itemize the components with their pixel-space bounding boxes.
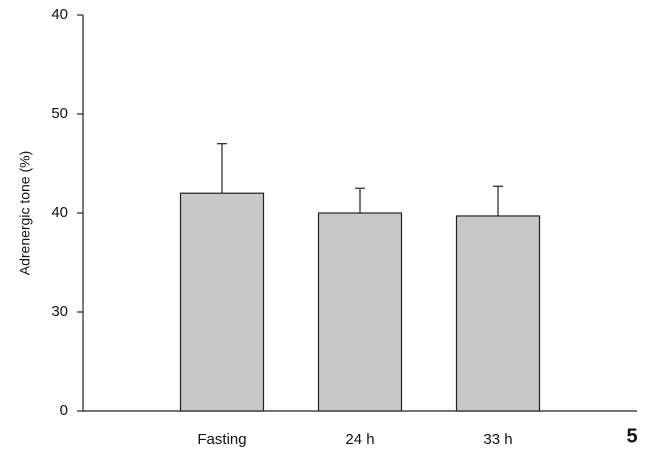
x-tick-label: 24 h (345, 431, 374, 448)
bar (317, 212, 403, 412)
y-tick-label: 40 (51, 204, 68, 221)
y-tick-label: 50 (51, 105, 68, 122)
x-tick-label: 33 h (483, 431, 512, 448)
error-bar (493, 185, 503, 216)
y-tick-label: 40 (51, 6, 68, 23)
y-tick-label: 30 (51, 303, 68, 320)
error-bar (355, 187, 365, 213)
x-tick-label: Fasting (197, 431, 246, 448)
panel-label: 5 (626, 425, 637, 447)
y-tick-label: 0 (60, 402, 68, 419)
error-bar (217, 143, 227, 194)
y-axis-label: Adrenergic tone (%) (17, 151, 33, 276)
bar (455, 215, 541, 412)
bar (179, 192, 265, 412)
